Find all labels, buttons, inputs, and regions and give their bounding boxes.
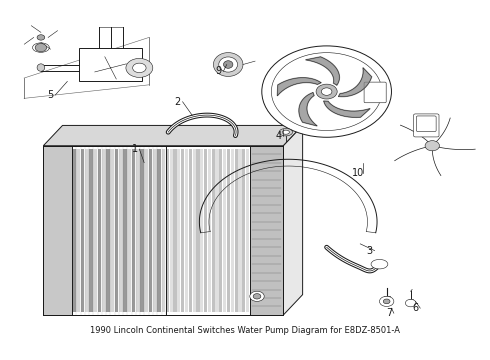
Polygon shape bbox=[81, 149, 84, 311]
Polygon shape bbox=[181, 149, 184, 311]
Polygon shape bbox=[227, 149, 230, 311]
Text: 1990 Lincoln Continental Switches Water Pump Diagram for E8DZ-8501-A: 1990 Lincoln Continental Switches Water … bbox=[90, 326, 400, 335]
Text: 4: 4 bbox=[275, 131, 282, 140]
Circle shape bbox=[405, 300, 416, 307]
Polygon shape bbox=[204, 149, 207, 311]
Polygon shape bbox=[43, 125, 303, 146]
Polygon shape bbox=[94, 149, 97, 311]
Polygon shape bbox=[153, 149, 157, 311]
Circle shape bbox=[271, 53, 382, 130]
Ellipse shape bbox=[219, 57, 238, 72]
Polygon shape bbox=[231, 149, 234, 311]
Circle shape bbox=[379, 296, 394, 306]
Circle shape bbox=[425, 141, 440, 151]
Polygon shape bbox=[127, 149, 131, 311]
FancyBboxPatch shape bbox=[416, 116, 436, 131]
Ellipse shape bbox=[223, 61, 233, 68]
Circle shape bbox=[253, 294, 261, 299]
Polygon shape bbox=[223, 149, 226, 311]
Text: 5: 5 bbox=[48, 90, 53, 100]
Circle shape bbox=[126, 58, 153, 77]
Text: 6: 6 bbox=[413, 303, 418, 313]
Text: 2: 2 bbox=[174, 97, 181, 107]
Polygon shape bbox=[115, 149, 118, 311]
FancyBboxPatch shape bbox=[364, 82, 386, 103]
Polygon shape bbox=[102, 149, 105, 311]
Polygon shape bbox=[185, 149, 188, 311]
Circle shape bbox=[35, 44, 47, 51]
Polygon shape bbox=[76, 149, 80, 311]
Polygon shape bbox=[238, 149, 242, 311]
Circle shape bbox=[250, 291, 264, 301]
Polygon shape bbox=[242, 149, 245, 311]
Polygon shape bbox=[43, 146, 72, 315]
Polygon shape bbox=[123, 149, 127, 311]
Polygon shape bbox=[79, 48, 142, 81]
Polygon shape bbox=[173, 149, 177, 311]
Ellipse shape bbox=[282, 130, 290, 134]
Text: 9: 9 bbox=[216, 66, 221, 76]
Ellipse shape bbox=[279, 129, 293, 136]
FancyBboxPatch shape bbox=[414, 114, 439, 137]
Polygon shape bbox=[119, 149, 122, 311]
Polygon shape bbox=[193, 149, 196, 311]
Polygon shape bbox=[283, 125, 303, 315]
Polygon shape bbox=[110, 149, 114, 311]
Circle shape bbox=[321, 88, 332, 95]
Polygon shape bbox=[177, 149, 180, 311]
Circle shape bbox=[316, 84, 337, 99]
Polygon shape bbox=[219, 149, 222, 311]
Polygon shape bbox=[145, 149, 148, 311]
Polygon shape bbox=[170, 149, 173, 311]
Polygon shape bbox=[299, 93, 317, 126]
Polygon shape bbox=[324, 101, 370, 117]
Polygon shape bbox=[140, 149, 144, 311]
Polygon shape bbox=[189, 149, 192, 311]
Polygon shape bbox=[89, 149, 93, 311]
Polygon shape bbox=[212, 149, 215, 311]
Polygon shape bbox=[216, 149, 219, 311]
Polygon shape bbox=[208, 149, 211, 311]
Polygon shape bbox=[339, 68, 372, 96]
Text: 3: 3 bbox=[367, 246, 373, 256]
Circle shape bbox=[133, 63, 146, 73]
Polygon shape bbox=[85, 149, 89, 311]
Polygon shape bbox=[166, 149, 169, 311]
Polygon shape bbox=[72, 149, 76, 311]
Ellipse shape bbox=[371, 260, 388, 269]
Polygon shape bbox=[132, 149, 135, 311]
Circle shape bbox=[37, 35, 45, 40]
Polygon shape bbox=[149, 149, 152, 311]
Polygon shape bbox=[235, 149, 238, 311]
Polygon shape bbox=[162, 149, 165, 311]
Polygon shape bbox=[98, 149, 101, 311]
Ellipse shape bbox=[37, 64, 45, 71]
Ellipse shape bbox=[32, 43, 49, 52]
Polygon shape bbox=[200, 149, 203, 311]
Polygon shape bbox=[43, 146, 283, 315]
Ellipse shape bbox=[214, 53, 243, 76]
Polygon shape bbox=[246, 149, 249, 311]
Polygon shape bbox=[306, 57, 340, 85]
Polygon shape bbox=[136, 149, 140, 311]
Text: 1: 1 bbox=[131, 144, 138, 154]
Polygon shape bbox=[157, 149, 161, 311]
Text: 7: 7 bbox=[386, 308, 392, 318]
Text: 10: 10 bbox=[352, 168, 364, 178]
Circle shape bbox=[262, 46, 392, 137]
Polygon shape bbox=[250, 146, 283, 315]
Circle shape bbox=[383, 299, 390, 304]
Polygon shape bbox=[277, 78, 321, 96]
Polygon shape bbox=[106, 149, 110, 311]
Polygon shape bbox=[196, 149, 199, 311]
